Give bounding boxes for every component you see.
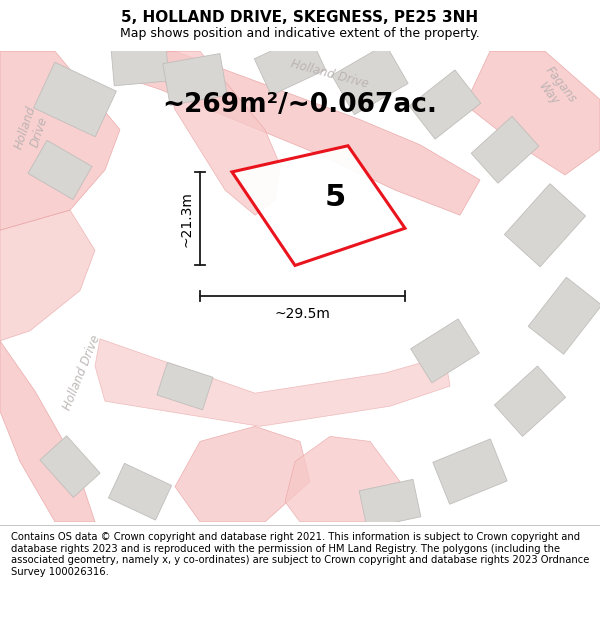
Text: ~29.5m: ~29.5m: [275, 307, 331, 321]
Text: Holland
Drive: Holland Drive: [12, 104, 52, 156]
Text: ~21.3m: ~21.3m: [179, 191, 193, 247]
Polygon shape: [111, 43, 169, 86]
Polygon shape: [410, 319, 479, 383]
Polygon shape: [471, 116, 539, 183]
Polygon shape: [285, 436, 400, 522]
Polygon shape: [0, 341, 95, 522]
Text: Holland Drive: Holland Drive: [61, 334, 103, 412]
Polygon shape: [175, 426, 310, 522]
Polygon shape: [528, 278, 600, 354]
Polygon shape: [109, 463, 172, 520]
Polygon shape: [34, 62, 116, 137]
Polygon shape: [157, 362, 213, 410]
Polygon shape: [0, 210, 95, 341]
Text: ~269m²/~0.067ac.: ~269m²/~0.067ac.: [163, 91, 437, 118]
Polygon shape: [465, 51, 600, 175]
Polygon shape: [232, 146, 405, 266]
Polygon shape: [505, 184, 586, 267]
Polygon shape: [40, 436, 100, 498]
Polygon shape: [359, 479, 421, 528]
Polygon shape: [332, 44, 408, 114]
Text: Holland Drive: Holland Drive: [290, 58, 370, 91]
Polygon shape: [28, 140, 92, 199]
Polygon shape: [494, 366, 566, 436]
Polygon shape: [0, 51, 120, 230]
Polygon shape: [155, 51, 280, 215]
Polygon shape: [433, 439, 507, 504]
Polygon shape: [163, 54, 227, 105]
Text: 5: 5: [325, 183, 346, 213]
Polygon shape: [95, 339, 450, 426]
Polygon shape: [409, 70, 481, 139]
Text: 5, HOLLAND DRIVE, SKEGNESS, PE25 3NH: 5, HOLLAND DRIVE, SKEGNESS, PE25 3NH: [121, 10, 479, 25]
Polygon shape: [115, 51, 480, 215]
Polygon shape: [254, 33, 326, 95]
Text: Contains OS data © Crown copyright and database right 2021. This information is : Contains OS data © Crown copyright and d…: [11, 532, 589, 577]
Text: Map shows position and indicative extent of the property.: Map shows position and indicative extent…: [120, 27, 480, 40]
Text: Fagans
Way: Fagans Way: [531, 64, 579, 115]
